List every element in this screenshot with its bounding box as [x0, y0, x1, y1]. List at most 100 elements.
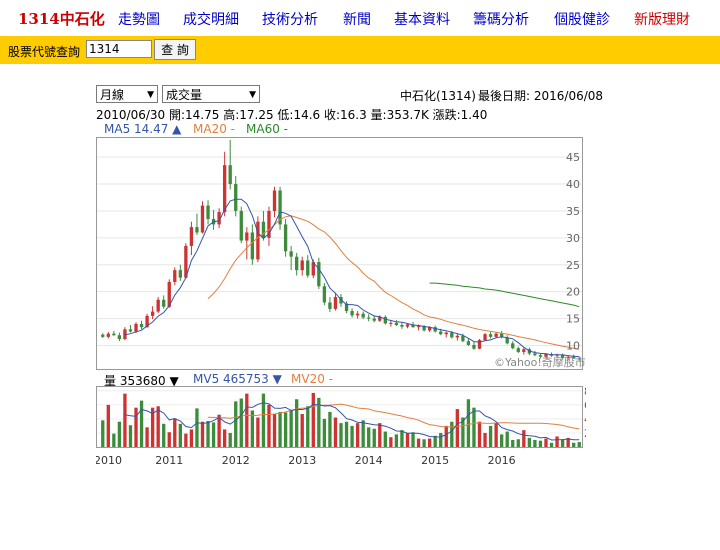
candle-up	[444, 332, 448, 335]
volume-bar	[577, 442, 581, 447]
volume-y-ticks: 200K400K600K800K	[584, 386, 586, 440]
candle-down	[112, 333, 116, 336]
volume-bar	[483, 432, 487, 447]
volume-bar	[394, 434, 399, 447]
candle-down	[261, 221, 266, 238]
volume-bar	[367, 427, 371, 447]
x-tick-label: 2013	[288, 454, 316, 467]
nav-link-trade-details[interactable]: 成交明細	[183, 12, 239, 28]
volume-bar	[339, 423, 343, 447]
volume-bar	[228, 432, 232, 447]
candle-up	[477, 340, 482, 349]
volume-bar	[560, 439, 565, 447]
candle-down	[538, 355, 543, 357]
volume-bar	[500, 434, 504, 447]
volume-bar	[250, 410, 255, 447]
candle-up	[544, 354, 548, 357]
candle-up	[522, 349, 526, 352]
candle-up	[217, 212, 221, 225]
candle-up	[222, 165, 227, 213]
candle-up	[416, 326, 421, 328]
volume-bar	[189, 429, 194, 447]
candle-up	[300, 260, 304, 271]
candle-up	[267, 210, 271, 238]
period-select[interactable]: 月線 ▼	[96, 85, 158, 103]
volume-bar	[234, 401, 238, 447]
candle-up	[272, 190, 277, 211]
volume-bar	[477, 421, 482, 447]
chevron-down-icon: ▼	[249, 90, 256, 100]
volume-bar	[444, 425, 448, 447]
nav-link-news[interactable]: 新聞	[343, 12, 371, 28]
stock-brand-title: 1314中石化	[18, 10, 105, 28]
candle-up	[405, 324, 410, 327]
volume-bar	[245, 393, 249, 447]
volume-bar	[239, 398, 243, 447]
volume-bar	[433, 435, 437, 447]
candle-up	[427, 327, 432, 331]
ma20-legend: MA20 -	[193, 122, 235, 136]
candle-down	[383, 316, 387, 324]
volume-bar	[505, 431, 509, 447]
search-button[interactable]: 查 詢	[154, 39, 196, 60]
stock-code-input[interactable]	[86, 40, 152, 58]
candle-down	[411, 324, 415, 328]
candle-up	[256, 221, 260, 260]
volume-bar	[466, 399, 471, 447]
volume-bar	[549, 442, 554, 447]
ma5-legend: MA5 14.47 ▲	[104, 122, 182, 136]
candle-down	[306, 260, 310, 276]
candle-down	[239, 210, 243, 241]
nav-link-health-check[interactable]: 個股健診	[554, 12, 610, 28]
volume-bar	[361, 420, 365, 447]
candle-down	[466, 341, 471, 345]
nav-link-chart[interactable]: 走勢圖	[118, 12, 160, 28]
ma60-line	[429, 282, 580, 308]
volume-legend: 量 353680 ▼	[104, 374, 179, 388]
top-nav: 1314中石化 走勢圖 成交明細 技術分析 新聞 基本資料 籌碼分析 個股健診 …	[0, 0, 720, 36]
candle-up	[245, 232, 249, 241]
volume-bar	[283, 412, 288, 447]
volume-bar	[405, 432, 410, 447]
search-label: 股票代號查詢	[8, 45, 81, 59]
indicator-select-value: 成交量	[166, 88, 203, 102]
nav-link-basic-info[interactable]: 基本資料	[394, 12, 450, 28]
candle-down	[516, 348, 520, 352]
candle-up	[483, 334, 487, 341]
volume-bar	[300, 413, 304, 447]
volume-bar	[295, 399, 299, 447]
candle-down	[162, 299, 166, 307]
candle-down	[344, 303, 349, 312]
price-tick-label: 20	[566, 286, 580, 299]
candle-up	[123, 329, 127, 340]
nav-link-new-finance[interactable]: 新版理財	[634, 12, 690, 28]
candle-up	[566, 356, 570, 358]
ma20-line	[207, 215, 580, 350]
volume-bar	[289, 409, 293, 447]
ma5-line	[124, 198, 580, 358]
candle-down	[400, 325, 404, 327]
last-date: 最後日期: 2016/06/08	[478, 89, 604, 103]
candle-down	[439, 331, 443, 335]
volume-bar	[156, 406, 160, 447]
volume-bar	[222, 429, 227, 447]
ma60-legend: MA60 -	[246, 122, 288, 136]
nav-link-chip-analysis[interactable]: 籌碼分析	[473, 12, 529, 28]
volume-bar	[217, 414, 221, 447]
volume-bar	[494, 423, 498, 447]
volume-bar	[538, 440, 543, 447]
volume-bar	[206, 421, 210, 447]
candle-down	[117, 335, 122, 340]
candle-down	[139, 323, 144, 328]
mv20-line	[207, 403, 580, 430]
x-axis-ticks: 2010 2011 2012 2013 2014 2015 2016	[96, 454, 516, 467]
x-tick-label: 2010	[96, 454, 122, 467]
candle-down	[178, 270, 182, 278]
volume-lines	[124, 402, 580, 441]
volume-bar	[461, 417, 465, 447]
indicator-select[interactable]: 成交量 ▼	[162, 85, 260, 103]
volume-bar	[411, 432, 415, 447]
volume-bar	[322, 418, 327, 447]
nav-link-technical[interactable]: 技術分析	[262, 12, 318, 28]
price-tick-label: 10	[566, 339, 580, 352]
